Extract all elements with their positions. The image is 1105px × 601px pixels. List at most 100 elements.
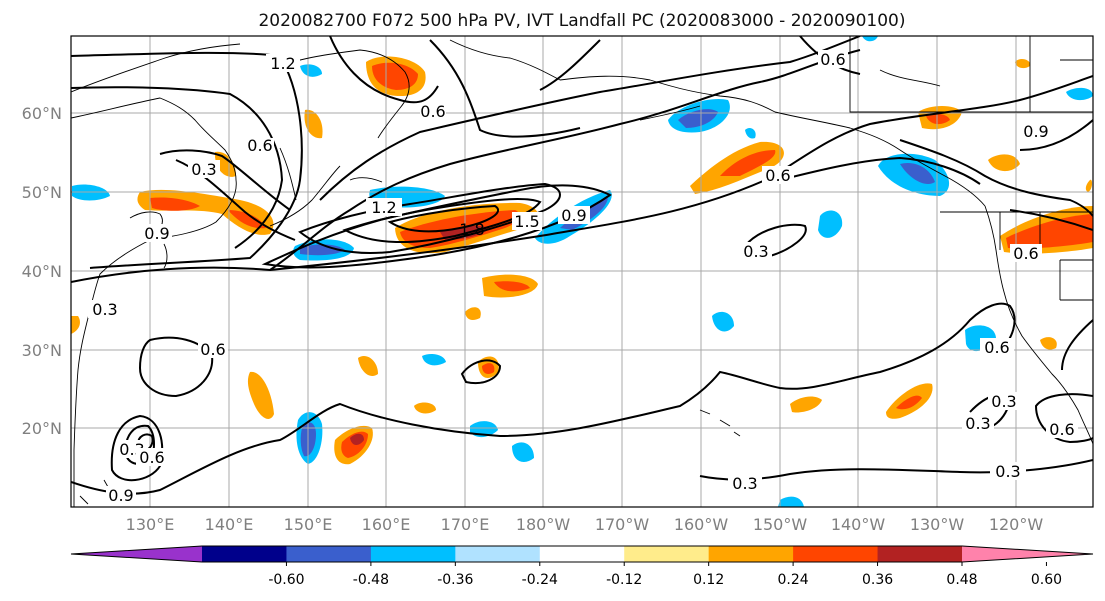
positive-anomaly bbox=[247, 371, 274, 419]
coastline bbox=[279, 147, 297, 201]
negative-anomaly bbox=[900, 162, 935, 184]
contour-label: 0.6 bbox=[1013, 244, 1038, 263]
contour-label-bg bbox=[818, 50, 848, 68]
colorbar-extend-min bbox=[71, 546, 202, 562]
pv-contour-line bbox=[1061, 319, 1093, 371]
contour-label: 0.9 bbox=[144, 224, 169, 243]
contour-label-bg bbox=[188, 160, 220, 178]
state-border bbox=[999, 212, 1093, 301]
contour-label: 0.3 bbox=[991, 392, 1016, 411]
longitude-label: 130°W bbox=[910, 515, 965, 534]
contour-label: 0.6 bbox=[820, 50, 845, 69]
longitude-labels: 130°E 140°E 150°E 160°E 170°E 180°W 170°… bbox=[126, 515, 1044, 534]
colorbar-segment bbox=[708, 546, 794, 562]
contour-label-bg bbox=[512, 212, 542, 230]
colorbar-segment bbox=[455, 546, 541, 562]
contour-label: 0.3 bbox=[965, 414, 990, 433]
positive-anomaly bbox=[465, 307, 481, 320]
coastline bbox=[449, 39, 561, 81]
positive-anomaly bbox=[1015, 59, 1031, 69]
colorbar-segment bbox=[624, 546, 710, 562]
positive-anomaly bbox=[790, 396, 822, 413]
positive-anomaly bbox=[71, 316, 80, 334]
longitude-label: 150°W bbox=[753, 515, 808, 534]
contour-label-bg bbox=[740, 242, 772, 260]
negative-anomaly bbox=[778, 496, 804, 507]
coastline bbox=[281, 49, 410, 139]
colorbar-segment bbox=[877, 546, 963, 562]
colorbar-tick-label: -0.48 bbox=[353, 572, 389, 588]
positive-anomaly bbox=[358, 355, 378, 377]
negative-anomaly bbox=[470, 421, 498, 438]
positive-anomaly bbox=[150, 197, 266, 229]
positive-anomaly bbox=[414, 402, 436, 414]
contour-label-bg bbox=[1010, 244, 1042, 262]
contour-label: 1.2 bbox=[270, 54, 295, 73]
colorbar-tick-label: 0.36 bbox=[862, 572, 893, 588]
contour-label: 0.6 bbox=[200, 340, 225, 359]
contour-label: 0.6 bbox=[139, 448, 164, 467]
contour-label: 1.2 bbox=[371, 198, 396, 217]
coastline bbox=[559, 75, 776, 113]
contour-label: 0.6 bbox=[247, 136, 272, 155]
contour-label: 0.9 bbox=[108, 486, 133, 505]
contour-label: 0.3 bbox=[191, 160, 216, 179]
positive-anomaly bbox=[896, 395, 922, 410]
latitude-labels: 60°N 50°N 40°N 30°N 20°N bbox=[22, 104, 62, 438]
contour-label: 0.6 bbox=[765, 166, 790, 185]
figure-title: 2020082700 F072 500 hPa PV, IVT Landfall… bbox=[258, 11, 905, 31]
longitude-label: 170°E bbox=[441, 515, 490, 534]
contour-label: 0.3 bbox=[92, 300, 117, 319]
latitude-label: 60°N bbox=[22, 104, 62, 123]
colorbar-tick-label: -0.60 bbox=[268, 572, 304, 588]
latitude-label: 40°N bbox=[22, 262, 62, 281]
colorbar-segment bbox=[286, 546, 372, 562]
coastlines bbox=[71, 36, 1093, 507]
negative-anomaly bbox=[300, 244, 345, 256]
contour-label-bg bbox=[420, 104, 446, 120]
pv-contour-line bbox=[319, 36, 861, 201]
positive-anomaly bbox=[926, 113, 950, 125]
positive-anomaly bbox=[1040, 337, 1057, 350]
contour-label: 0.9 bbox=[1023, 122, 1048, 141]
colorbar-segment bbox=[793, 546, 879, 562]
pv-contour-line bbox=[342, 198, 542, 244]
contour-label-bg bbox=[990, 462, 1026, 480]
pv-contour-line bbox=[899, 139, 1093, 217]
positive-anomaly bbox=[1085, 179, 1093, 192]
negative-anomaly bbox=[818, 210, 843, 238]
colorbar-segment bbox=[202, 546, 287, 562]
colorbar-tick-label: 0.24 bbox=[778, 572, 809, 588]
positive-anomaly bbox=[482, 363, 495, 374]
river bbox=[879, 69, 941, 87]
positive-anomaly bbox=[494, 281, 530, 292]
positive-anomaly bbox=[988, 154, 1020, 172]
pv-contour-line bbox=[159, 149, 291, 211]
contour-label: 0.6 bbox=[420, 102, 445, 121]
latitude-label: 50°N bbox=[22, 183, 62, 202]
colorbar-ticks bbox=[285, 562, 1047, 566]
map-frame bbox=[70, 35, 1094, 508]
pv-contours bbox=[71, 36, 1093, 495]
longitude-label: 140°W bbox=[831, 515, 886, 534]
longitude-label: 120°W bbox=[989, 515, 1044, 534]
contour-label-bg bbox=[88, 300, 122, 318]
contour-label-bg bbox=[106, 486, 136, 504]
contour-label: 0.6 bbox=[1049, 420, 1074, 439]
coastline bbox=[163, 243, 168, 269]
pv-contour-line bbox=[269, 49, 861, 271]
pv-contour-line bbox=[539, 39, 601, 91]
coastline bbox=[349, 177, 383, 183]
contour-label-bg bbox=[366, 198, 402, 216]
pv-contour-line bbox=[460, 359, 502, 384]
negative-anomaly bbox=[745, 127, 756, 139]
positive-anomaly bbox=[372, 62, 418, 90]
province-border bbox=[1029, 36, 1093, 112]
colorbar-tick-labels: -0.60 -0.48 -0.36 -0.24 -0.12 0.12 0.24 … bbox=[268, 572, 1062, 588]
contour-label-bg bbox=[962, 414, 994, 432]
positive-anomaly bbox=[350, 433, 364, 445]
graticule bbox=[71, 36, 1093, 507]
negative-anomaly bbox=[422, 354, 446, 366]
colorbar-extend-max bbox=[962, 546, 1093, 562]
